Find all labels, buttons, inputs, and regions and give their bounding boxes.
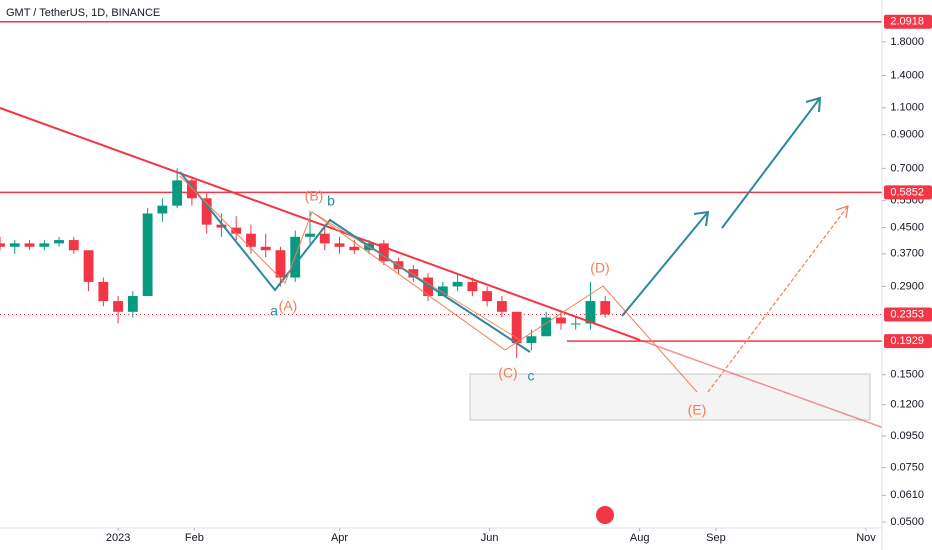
- price-tag: [884, 14, 932, 29]
- y-tick-label: 0.0500: [890, 516, 924, 528]
- candle-body: [541, 317, 552, 337]
- y-tick-label: 0.7000: [890, 162, 924, 174]
- arrow-head: [805, 96, 822, 113]
- x-tick-label: Sep: [706, 532, 726, 544]
- wave-label: (E): [688, 402, 707, 418]
- wave-label: (A): [279, 298, 298, 314]
- wave-label: a: [270, 303, 278, 319]
- candle-body: [186, 180, 197, 199]
- candle-body: [9, 243, 20, 247]
- candle-body: [408, 269, 419, 278]
- y-tick-label: 0.0950: [890, 430, 924, 442]
- candle-body: [113, 301, 124, 312]
- y-tick-label: 0.0750: [890, 462, 924, 474]
- price-tag-label: 0.2353: [890, 308, 924, 320]
- wave-labels: (B) b a (A) (C) c (D) (E): [270, 188, 706, 418]
- wave-label: (D): [590, 260, 609, 276]
- candle-body: [423, 277, 434, 297]
- x-tick-label: Nov: [856, 532, 876, 544]
- candle-body: [511, 311, 522, 344]
- candle-body: [378, 243, 389, 262]
- candle-body: [526, 336, 537, 344]
- candle-body: [201, 198, 212, 225]
- price-tag: [884, 334, 932, 349]
- candle-body: [142, 213, 153, 297]
- y-tick-label: 0.4500: [890, 221, 924, 233]
- arrow: [621, 211, 709, 317]
- candle-body: [305, 233, 315, 237]
- candle-body: [452, 281, 463, 287]
- candle-body: [275, 250, 286, 278]
- candle-body: [98, 281, 109, 302]
- arrow: [707, 205, 849, 393]
- arrow: [721, 97, 821, 229]
- y-tick-label: 0.1200: [890, 399, 924, 411]
- candle-body: [216, 224, 227, 228]
- y-tick-label: 1.4000: [890, 69, 924, 81]
- arrow-head: [693, 210, 710, 227]
- candle-body: [496, 301, 507, 312]
- event-icon[interactable]: [596, 506, 614, 524]
- channel-line: [311, 211, 521, 341]
- candle-body: [349, 246, 360, 251]
- candle-body: [482, 291, 493, 302]
- candle-body: [83, 250, 94, 282]
- y-tick-label: 1.8000: [890, 36, 924, 48]
- wave-path: [179, 171, 531, 353]
- target-box: [469, 373, 871, 421]
- price-axis: [882, 0, 932, 550]
- candle-body: [319, 233, 330, 244]
- price-tag: [884, 185, 932, 200]
- wave-label: (C): [498, 365, 517, 381]
- price-tag-label: 2.0918: [890, 16, 924, 28]
- wave-label: b: [327, 193, 335, 209]
- candle-body: [0, 243, 5, 247]
- trend-line: [639, 339, 885, 429]
- price-tag-label: 0.1929: [890, 335, 924, 347]
- candle-body: [260, 246, 271, 251]
- y-tick-label: 0.1500: [890, 369, 924, 381]
- candle-body: [246, 233, 256, 247]
- y-tick-label: 0.0610: [890, 489, 924, 501]
- candle-body: [172, 180, 183, 206]
- x-tick-label: Aug: [630, 532, 650, 544]
- x-tick-label: 2023: [106, 532, 130, 544]
- candle-body: [585, 301, 596, 324]
- candle-body: [600, 301, 611, 315]
- candle-body: [68, 240, 79, 251]
- y-tick-label: 0.9000: [890, 129, 924, 141]
- x-tick-label: Feb: [185, 532, 204, 544]
- price-tag-label: 0.5852: [890, 186, 924, 198]
- candle-body: [157, 205, 168, 214]
- price-tag: [884, 307, 932, 322]
- candle-body: [556, 317, 566, 324]
- candle-body: [231, 227, 242, 234]
- candle-body: [467, 281, 478, 292]
- arrow-head: [835, 205, 849, 219]
- drawings: [0, 96, 885, 524]
- candle-body: [570, 323, 581, 325]
- wave-label: (B): [305, 188, 324, 204]
- candle-body: [24, 243, 35, 247]
- y-tick-label: 1.1000: [890, 102, 924, 114]
- y-tick-label: 0.2900: [890, 280, 924, 292]
- wave-path: [179, 175, 698, 393]
- candle-body: [127, 296, 138, 312]
- x-tick-label: Jun: [481, 532, 499, 544]
- y-tick-label: 0.3700: [890, 248, 924, 260]
- trend-line: [0, 107, 641, 341]
- candle-body: [437, 286, 448, 297]
- candle-body: [39, 243, 50, 247]
- time-axis: [0, 528, 882, 550]
- candle-body: [334, 243, 345, 247]
- candle-body: [54, 240, 64, 244]
- wave-label: c: [528, 368, 535, 384]
- x-tick-label: Apr: [331, 532, 348, 544]
- chart-title: GMT / TetherUS, 1D, BINANCE: [6, 7, 160, 19]
